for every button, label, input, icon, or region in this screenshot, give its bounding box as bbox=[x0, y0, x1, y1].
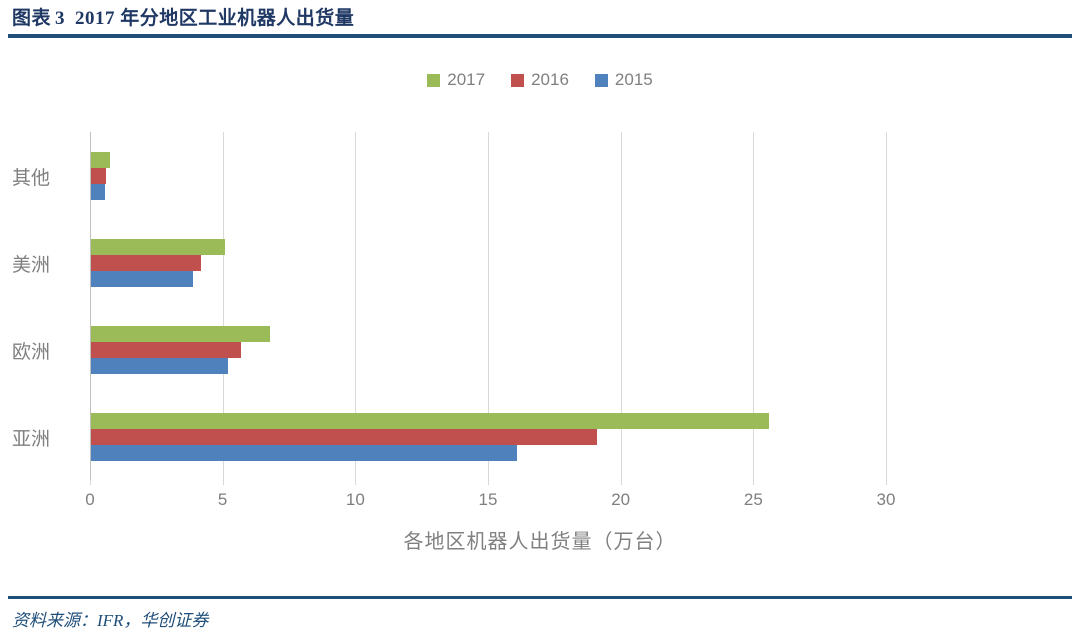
x-tick-mark bbox=[886, 480, 887, 485]
y-category-label: 其他 bbox=[12, 167, 51, 189]
bar-2017-美洲[interactable] bbox=[90, 238, 226, 255]
y-category-label: 欧洲 bbox=[12, 341, 51, 363]
x-gridline bbox=[222, 132, 224, 480]
x-tick-label: 5 bbox=[217, 490, 228, 509]
legend-label-2017: 2017 bbox=[447, 70, 486, 89]
bar-2015-美洲[interactable] bbox=[90, 270, 194, 287]
figure-header: 图表 3 2017 年分地区工业机器人出货量 bbox=[0, 0, 1080, 40]
x-tick-label: 30 bbox=[876, 490, 896, 509]
bar-2017-亚洲[interactable] bbox=[90, 412, 770, 429]
plot-area: 0 5 10 15 20 25 30 亚洲 欧洲 美洲 其他 bbox=[12, 132, 895, 509]
legend-label-2016: 2016 bbox=[531, 70, 569, 89]
legend-item-2017[interactable]: 2017 bbox=[427, 70, 485, 90]
y-category-label: 美洲 bbox=[12, 254, 51, 276]
x-tick-mark bbox=[355, 480, 357, 485]
x-tick-label: 15 bbox=[478, 490, 498, 509]
x-gridline bbox=[355, 132, 357, 480]
x-gridline bbox=[488, 132, 489, 480]
bar-2016-美洲[interactable] bbox=[90, 254, 202, 271]
x-gridline bbox=[753, 132, 755, 480]
y-axis-line bbox=[90, 132, 91, 480]
legend-swatch-2017 bbox=[427, 73, 441, 87]
x-tick-mark bbox=[488, 480, 489, 485]
legend-item-2015[interactable]: 2015 bbox=[594, 70, 653, 90]
legend-label-2015: 2015 bbox=[614, 70, 653, 89]
source-note: 资料来源：IFR，华创证券 bbox=[12, 611, 209, 630]
legend-swatch-2016 bbox=[511, 73, 525, 87]
figure-number: 3 bbox=[55, 8, 66, 29]
x-axis-title: 各地区机器人出货量（万台） bbox=[403, 531, 677, 553]
x-tick-mark bbox=[620, 480, 622, 485]
bar-2016-欧洲[interactable] bbox=[90, 341, 242, 358]
bar-2015-其他[interactable] bbox=[90, 183, 105, 200]
chart-legend: 2017 2016 2015 bbox=[0, 70, 1080, 90]
figure-label: 图表 bbox=[12, 8, 52, 29]
bar-2017-其他[interactable] bbox=[90, 151, 110, 168]
bar-2015-欧洲[interactable] bbox=[90, 357, 228, 374]
page-title: 图表 3 2017 年分地区工业机器人出货量 bbox=[12, 3, 354, 30]
bar-2017-欧洲[interactable] bbox=[90, 325, 271, 342]
y-category-label: 亚洲 bbox=[12, 428, 51, 450]
bar-2016-亚洲[interactable] bbox=[90, 428, 597, 445]
x-tick-label: 0 bbox=[85, 490, 95, 509]
x-gridline bbox=[886, 132, 887, 480]
x-tick-label: 20 bbox=[611, 490, 631, 509]
legend-swatch-2015 bbox=[594, 73, 608, 87]
header-divider bbox=[8, 34, 1072, 38]
x-tick-label: 10 bbox=[345, 490, 365, 509]
x-gridline bbox=[620, 132, 622, 480]
x-tick-label: 25 bbox=[743, 490, 763, 509]
x-tick-mark bbox=[90, 480, 91, 485]
bar-2015-亚洲[interactable] bbox=[90, 444, 518, 461]
x-tick-mark bbox=[222, 480, 224, 485]
footer-divider bbox=[8, 596, 1072, 599]
chart-container: 0 5 10 15 20 25 30 亚洲 欧洲 美洲 其他 各地区机器人出货量（万台） bbox=[0, 105, 1080, 575]
bar-2016-其他[interactable] bbox=[90, 167, 106, 184]
figure-title-text: 2017 年分地区工业机器人出货量 bbox=[75, 8, 355, 29]
legend-item-2016[interactable]: 2016 bbox=[511, 70, 569, 90]
x-tick-mark bbox=[753, 480, 755, 485]
